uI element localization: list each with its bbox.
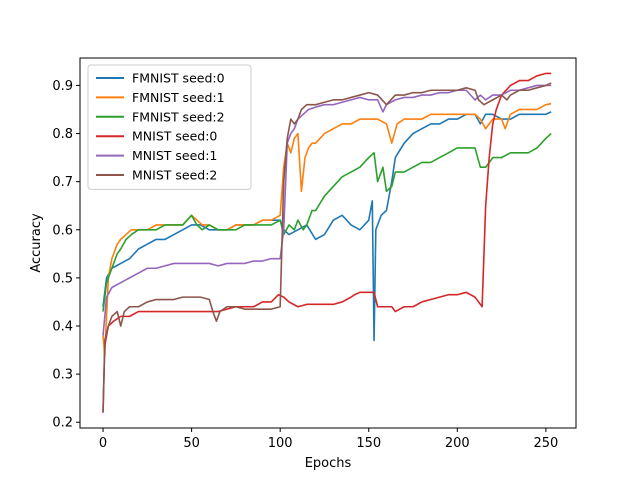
x-tick-label: 0 — [99, 436, 107, 451]
x-tick-label: 50 — [183, 436, 200, 451]
series-line-mnist-seed-2 — [102, 82, 552, 413]
x-tick-label: 150 — [356, 436, 381, 451]
y-tick-label: 0.4 — [52, 319, 73, 334]
series-layer — [102, 72, 552, 413]
x-tick-label: 250 — [533, 436, 558, 451]
x-axis-label: Epochs — [305, 456, 352, 471]
legend-label-mnist-seed-1: MNIST seed:1 — [132, 148, 217, 163]
legend-label-fmnist-seed-1: FMNIST seed:1 — [132, 90, 225, 105]
axes-layer: 0 50 100 150 200 250 0.2 0.3 0.4 0.5 0.6 0.7 0.8 0.9 — [52, 57, 577, 451]
y-axis-label: Accuracy — [29, 213, 44, 273]
y-tick-label: 0.8 — [52, 127, 73, 142]
legend-box — [87, 64, 252, 190]
series-line-fmnist-seed-2 — [102, 132, 552, 312]
series-line-fmnist-seed-0 — [102, 111, 552, 342]
x-tick-label: 100 — [268, 436, 293, 451]
y-tick-label: 0.5 — [52, 271, 73, 286]
legend-label-fmnist-seed-0: FMNIST seed:0 — [132, 71, 225, 86]
legend: FMNIST seed:0 FMNIST seed:1 FMNIST seed:2 M… — [87, 64, 252, 190]
y-tick-label: 0.6 — [52, 223, 73, 238]
series-line-mnist-seed-1 — [102, 84, 552, 336]
x-tick-label: 200 — [445, 436, 470, 451]
legend-label-fmnist-seed-2: FMNIST seed:2 — [132, 109, 225, 124]
series-line-mnist-seed-0 — [102, 72, 552, 413]
y-tick-label: 0.9 — [52, 79, 73, 94]
legend-label-mnist-seed-2: MNIST seed:2 — [132, 168, 217, 183]
y-tick-label: 0.2 — [52, 416, 73, 431]
y-tick-label: 0.3 — [52, 368, 73, 383]
legend-label-mnist-seed-0: MNIST seed:0 — [132, 129, 217, 144]
y-tick-label: 0.7 — [52, 175, 73, 190]
plot-frame — [79, 57, 577, 429]
